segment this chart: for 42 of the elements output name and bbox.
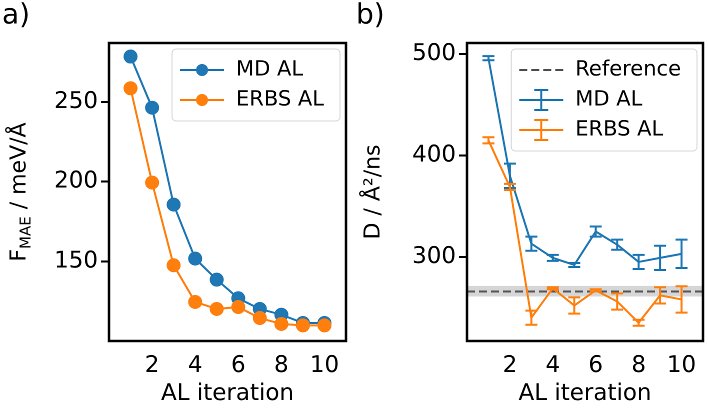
- x-tick-label: 2: [144, 352, 160, 378]
- x-tick-label: 4: [546, 352, 560, 378]
- point: [317, 318, 332, 332]
- y-tick-label: 150: [54, 247, 98, 274]
- legend-label: MD AL: [236, 56, 304, 80]
- y-tick-label: 500: [412, 40, 456, 66]
- point: [145, 100, 160, 115]
- y-axis-title: D / Å²/ns: [358, 144, 386, 240]
- point: [210, 272, 224, 287]
- y-tick-label: 400: [412, 141, 456, 168]
- y-tick-label: 200: [54, 168, 98, 194]
- x-tick-label: 10: [310, 352, 340, 378]
- legend-label: Reference: [575, 56, 681, 80]
- point: [210, 302, 224, 316]
- chart-title: a): [2, 0, 30, 30]
- chart-title: b): [356, 0, 385, 30]
- y-axis-title: FMAE / meV/Å: [4, 122, 34, 262]
- legend-label: MD AL: [575, 86, 643, 110]
- x-tick-label: 10: [666, 352, 696, 378]
- point: [296, 318, 310, 332]
- legend-label: ERBS AL: [575, 116, 664, 140]
- y-tick-label: 250: [54, 88, 98, 114]
- x-tick-label: 8: [631, 352, 646, 378]
- point: [124, 50, 138, 64]
- x-tick-label: 6: [230, 352, 246, 378]
- x-axis-title: AL iteration: [518, 380, 652, 406]
- point: [274, 316, 288, 331]
- x-tick-label: 4: [188, 352, 202, 378]
- point: [145, 176, 160, 190]
- x-tick-label: 2: [502, 352, 518, 378]
- point: [166, 258, 181, 272]
- y-tick-label: 300: [412, 242, 456, 269]
- point: [166, 198, 181, 212]
- x-tick-label: 6: [588, 352, 604, 378]
- point: [124, 81, 138, 96]
- point: [188, 294, 202, 309]
- x-tick-label: 8: [274, 352, 289, 378]
- point: [231, 300, 246, 314]
- legend-label: ERBS AL: [236, 86, 324, 110]
- x-axis-title: AL iteration: [160, 380, 294, 406]
- point: [252, 311, 267, 326]
- point: [188, 252, 202, 266]
